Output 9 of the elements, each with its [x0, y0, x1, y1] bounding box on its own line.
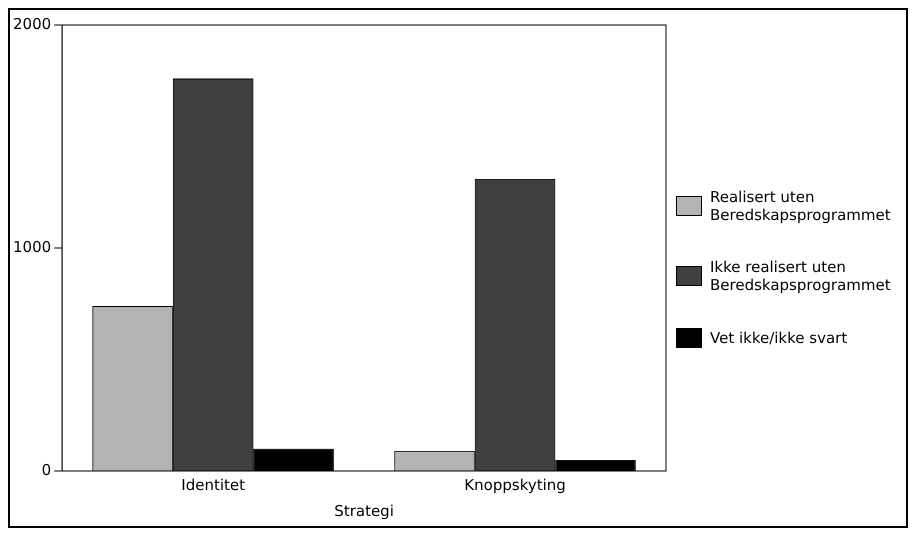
legend-label: Realisert uten Beredskapsprogrammet: [710, 188, 892, 224]
legend-label: Ikke realisert uten Beredskapsprogrammet: [710, 258, 892, 294]
legend-label: Vet ikke/ikke svart: [710, 329, 848, 347]
y-tick-label: 0: [42, 460, 52, 479]
y-tick-label: 1000: [12, 238, 52, 256]
y-tick-label: 2000: [12, 14, 52, 33]
x-tick-label: Knoppskyting: [464, 476, 566, 494]
x-axis-title: Strategi: [334, 502, 394, 520]
x-tick-label: Identitet: [181, 476, 246, 494]
